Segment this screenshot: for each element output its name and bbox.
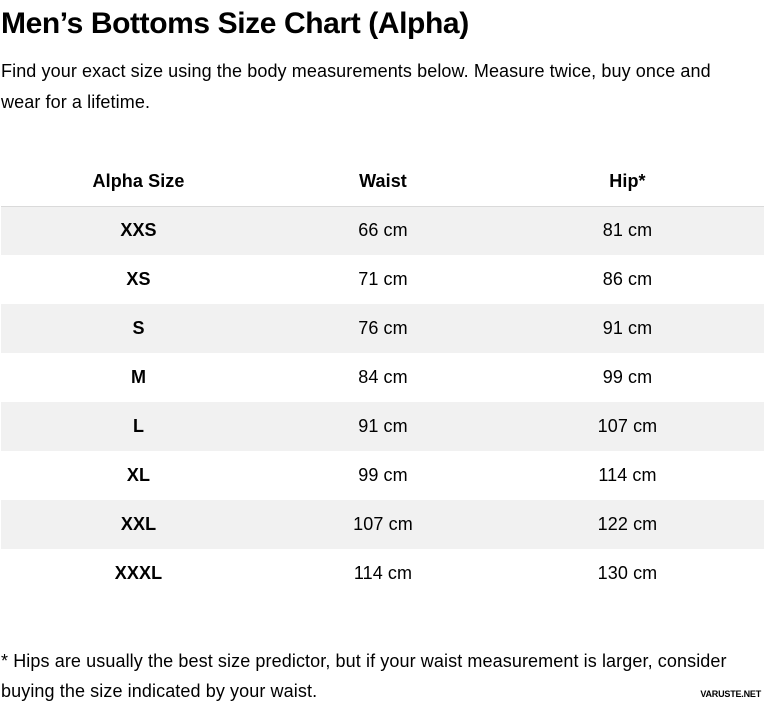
waist-cell: 107 cm xyxy=(353,514,413,534)
waist-cell: 91 cm xyxy=(358,416,408,436)
table-row: XXS 66 cm 81 cm xyxy=(1,205,764,255)
table-row: XXXL 114 cm 130 cm xyxy=(1,549,764,598)
size-cell: S xyxy=(132,318,145,338)
waist-cell: 76 cm xyxy=(358,318,408,338)
hip-cell: 107 cm xyxy=(597,416,658,436)
size-cell: XL xyxy=(126,465,151,485)
column-header-waist: Waist xyxy=(276,157,490,206)
column-header-alpha-size: Alpha Size xyxy=(1,157,277,206)
waist-cell: 99 cm xyxy=(358,465,408,485)
hip-cell: 130 cm xyxy=(597,563,658,583)
table-row: L 91 cm 107 cm xyxy=(1,402,764,451)
waist-cell: 114 cm xyxy=(353,563,413,583)
header-row: Alpha Size Waist Hip* xyxy=(1,157,764,206)
hip-cell: 122 cm xyxy=(597,514,658,534)
page-title: Men’s Bottoms Size Chart (Alpha) xyxy=(1,7,469,40)
waist-cell: 71 cm xyxy=(358,269,408,289)
size-cell: XXS xyxy=(1,205,277,255)
size-cell: M xyxy=(130,367,147,387)
size-cell: XXL xyxy=(120,514,157,534)
size-chart-table: Alpha Size Waist Hip* XXS 66 cm 81 cm XS… xyxy=(1,157,764,598)
table-body: XXS 66 cm 81 cm XS 71 cm 86 cm S 76 cm 9… xyxy=(1,205,764,598)
table-row: S 76 cm 91 cm xyxy=(1,304,764,353)
table-row: XXL 107 cm 122 cm xyxy=(1,500,764,549)
page-subtitle: Find your exact size using the body meas… xyxy=(1,61,711,112)
size-cell: XXXL xyxy=(114,563,163,583)
table-row: XL 99 cm 114 cm xyxy=(1,451,764,500)
hip-cell: 91 cm xyxy=(602,318,653,338)
table-header: Alpha Size Waist Hip* xyxy=(1,157,764,206)
hip-cell: 99 cm xyxy=(602,367,653,387)
hip-footnote: * Hips are usually the best size predict… xyxy=(1,651,727,701)
waist-cell: 66 cm xyxy=(276,205,490,255)
size-cell: L xyxy=(132,416,145,436)
hip-cell: 114 cm xyxy=(598,465,657,485)
hip-cell: 81 cm xyxy=(489,205,764,255)
size-cell: XS xyxy=(126,269,151,289)
table-row: XS 71 cm 86 cm xyxy=(1,255,764,304)
column-header-hip: Hip* xyxy=(489,157,764,206)
hip-cell: 86 cm xyxy=(602,269,653,289)
table-row: M 84 cm 99 cm xyxy=(1,353,764,402)
watermark: VARUSTE.NET xyxy=(700,689,761,699)
waist-cell: 84 cm xyxy=(358,367,408,387)
